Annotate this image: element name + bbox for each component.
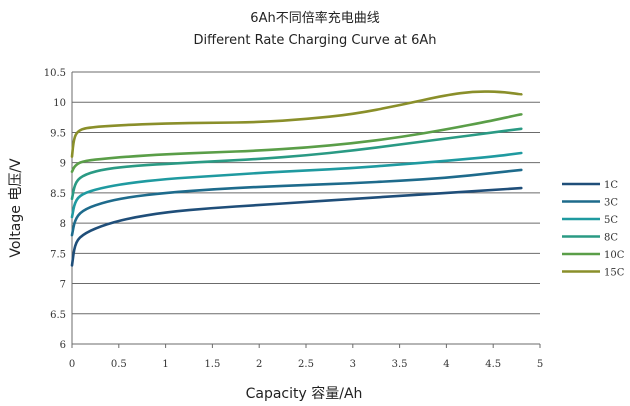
legend-label-3c: 3C <box>604 198 618 209</box>
x-tick-label: 1.5 <box>204 359 220 370</box>
x-tick-label: 5 <box>537 359 543 370</box>
y-tick-label: 10.5 <box>44 68 66 79</box>
y-axis-label: Voltage 电压/V <box>8 158 24 258</box>
legend-label-15c: 15C <box>604 268 625 279</box>
axes <box>71 72 541 348</box>
y-tick-label: 7 <box>60 280 66 291</box>
chart-subtitle: Different Rate Charging Curve at 6Ah <box>193 33 436 48</box>
x-tick-label: 0.5 <box>111 359 127 370</box>
y-tick-label: 6.5 <box>50 310 66 321</box>
legend-label-1c: 1C <box>604 180 618 191</box>
y-tick-label: 8 <box>60 219 66 230</box>
series-lines <box>70 90 523 267</box>
y-tick-label: 6 <box>60 340 66 351</box>
x-axis-label: Capacity 容量/Ah <box>246 385 363 402</box>
y-tick-label: 10 <box>53 98 66 109</box>
grid-lines <box>72 71 540 345</box>
y-tick-label: 9.5 <box>50 128 66 139</box>
x-tick-label: 4 <box>443 359 449 370</box>
series-line-8c <box>70 127 523 201</box>
legend-label-5c: 5C <box>604 215 618 226</box>
x-tick-label: 1 <box>162 359 168 370</box>
legend-label-10c: 10C <box>604 250 625 261</box>
series-line-3c <box>70 168 523 237</box>
legend: 1C 3C 5C 8C 10C 15C <box>562 180 625 279</box>
legend-label-8c: 8C <box>604 233 618 244</box>
chart-title: 6Ah不同倍率充电曲线 <box>250 10 379 26</box>
series-line-5c <box>70 151 523 219</box>
x-tick-label: 0 <box>69 359 75 370</box>
x-tick-label: 4.5 <box>485 359 501 370</box>
x-tick-label: 3.5 <box>392 359 408 370</box>
y-tick-label: 9 <box>60 159 66 170</box>
y-tick-label: 7.5 <box>50 249 66 260</box>
series-line-15c <box>70 90 523 158</box>
series-line-10c <box>70 112 523 173</box>
y-tick-label: 8.5 <box>50 189 66 200</box>
x-tick-labels: 0 0.5 1 1.5 2 2.5 3 3.5 4 4.5 5 <box>69 359 543 370</box>
x-tick-label: 3 <box>350 359 356 370</box>
x-tick-label: 2.5 <box>298 359 314 370</box>
series-line-1c <box>70 186 523 267</box>
x-tick-label: 2 <box>256 359 262 370</box>
y-tick-labels: 6 6.5 7 7.5 8 8.5 9 9.5 10 10.5 <box>44 68 66 351</box>
